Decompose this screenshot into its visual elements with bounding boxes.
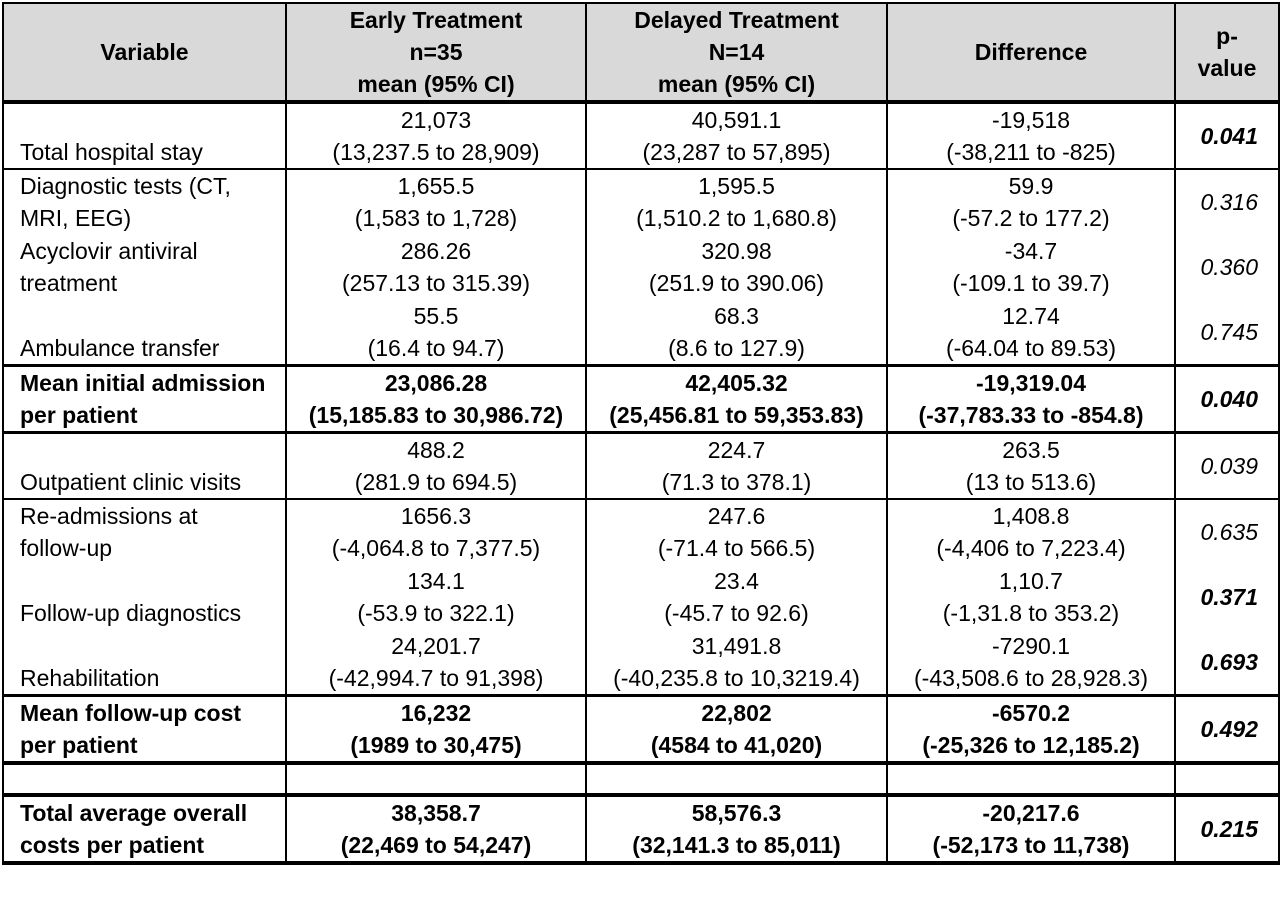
variable-cell: Ambulance transfer — [3, 300, 286, 366]
difference-cell: -20,217.6 (-52,173 to 11,738) — [887, 795, 1175, 863]
subtotal-row-initial-admission: Mean initial admission per patient 23,086.… — [3, 366, 1279, 433]
variable-cell: Diagnostic tests (CT, MRI, EEG) — [3, 169, 286, 235]
difference-cell: -19,518 (-38,211 to -825) — [887, 102, 1175, 169]
difference-cell: 1,10.7 (-1,31.8 to 353.2) — [887, 565, 1175, 630]
early-treatment-cell: 21,073 (13,237.5 to 28,909) — [286, 102, 586, 169]
data-row: Rehabilitation 24,201.7 (-42,994.7 to 91,3… — [3, 630, 1279, 696]
p-value-cell: 0.316 — [1175, 169, 1279, 235]
p-value-cell: 0.371 — [1175, 565, 1279, 630]
header-early-treatment: Early Treatment n=35 mean (95% CI) — [286, 3, 586, 102]
delayed-treatment-cell: 1,595.5 (1,510.2 to 1,680.8) — [586, 169, 887, 235]
variable-cell: Outpatient clinic visits — [3, 433, 286, 500]
early-treatment-cell: 134.1 (-53.9 to 322.1) — [286, 565, 586, 630]
p-value-cell: 0.041 — [1175, 102, 1279, 169]
difference-cell: -7290.1 (-43,508.6 to 28,928.3) — [887, 630, 1175, 696]
difference-cell: -19,319.04 (-37,783.33 to -854.8) — [887, 366, 1175, 433]
empty-cell — [286, 763, 586, 795]
early-treatment-cell: 286.26 (257.13 to 315.39) — [286, 235, 586, 300]
data-row: Acyclovir antiviral treatment 286.26 (257.1… — [3, 235, 1279, 300]
header-difference: Difference — [887, 3, 1175, 102]
data-row: Total hospital stay 21,073 (13,237.5 to 28… — [3, 102, 1279, 169]
data-row: Follow-up diagnostics 134.1 (-53.9 to 322.… — [3, 565, 1279, 630]
header-p-value: p- value — [1175, 3, 1279, 102]
early-treatment-cell: 488.2 (281.9 to 694.5) — [286, 433, 586, 500]
difference-cell: -6570.2 (-25,326 to 12,185.2) — [887, 696, 1175, 764]
difference-cell: -34.7 (-109.1 to 39.7) — [887, 235, 1175, 300]
variable-cell: Mean follow-up cost per patient — [3, 696, 286, 764]
variable-cell: Follow-up diagnostics — [3, 565, 286, 630]
early-treatment-cell: 23,086.28 (15,185.83 to 30,986.72) — [286, 366, 586, 433]
empty-cell — [586, 763, 887, 795]
delayed-treatment-cell: 23.4 (-45.7 to 92.6) — [586, 565, 887, 630]
p-value-cell: 0.040 — [1175, 366, 1279, 433]
empty-cell — [1175, 763, 1279, 795]
p-value-cell: 0.039 — [1175, 433, 1279, 500]
variable-cell: Total hospital stay — [3, 102, 286, 169]
delayed-treatment-cell: 68.3 (8.6 to 127.9) — [586, 300, 887, 366]
header-variable: Variable — [3, 3, 286, 102]
cost-comparison-table: Variable Early Treatment n=35 mean (95% … — [2, 2, 1280, 865]
early-treatment-cell: 55.5 (16.4 to 94.7) — [286, 300, 586, 366]
variable-cell: Total average overall costs per patient — [3, 795, 286, 863]
difference-cell: 12.74 (-64.04 to 89.53) — [887, 300, 1175, 366]
delayed-treatment-cell: 320.98 (251.9 to 390.06) — [586, 235, 887, 300]
data-row: Outpatient clinic visits 488.2 (281.9 to 6… — [3, 433, 1279, 500]
p-value-cell: 0.492 — [1175, 696, 1279, 764]
p-value-cell: 0.360 — [1175, 235, 1279, 300]
delayed-treatment-cell: 247.6 (-71.4 to 566.5) — [586, 499, 887, 565]
data-row: Diagnostic tests (CT, MRI, EEG) 1,655.5 (1,… — [3, 169, 1279, 235]
difference-cell: 59.9 (-57.2 to 177.2) — [887, 169, 1175, 235]
difference-cell: 1,408.8 (-4,406 to 7,223.4) — [887, 499, 1175, 565]
p-value-cell: 0.693 — [1175, 630, 1279, 696]
delayed-treatment-cell: 40,591.1 (23,287 to 57,895) — [586, 102, 887, 169]
total-row: Total average overall costs per patient 38… — [3, 795, 1279, 863]
variable-cell: Mean initial admission per patient — [3, 366, 286, 433]
variable-cell: Re-admissions at follow-up — [3, 499, 286, 565]
p-value-cell: 0.635 — [1175, 499, 1279, 565]
delayed-treatment-cell: 31,491.8 (-40,235.8 to 10,3219.4) — [586, 630, 887, 696]
header-delayed-treatment: Delayed Treatment N=14 mean (95% CI) — [586, 3, 887, 102]
difference-cell: 263.5 (13 to 513.6) — [887, 433, 1175, 500]
header-row: Variable Early Treatment n=35 mean (95% … — [3, 3, 1279, 102]
delayed-treatment-cell: 42,405.32 (25,456.81 to 59,353.83) — [586, 366, 887, 433]
early-treatment-cell: 24,201.7 (-42,994.7 to 91,398) — [286, 630, 586, 696]
p-value-cell: 0.745 — [1175, 300, 1279, 366]
p-value-cell: 0.215 — [1175, 795, 1279, 863]
delayed-treatment-cell: 58,576.3 (32,141.3 to 85,011) — [586, 795, 887, 863]
early-treatment-cell: 1,655.5 (1,583 to 1,728) — [286, 169, 586, 235]
variable-cell: Rehabilitation — [3, 630, 286, 696]
data-row: Ambulance transfer 55.5 (16.4 to 94.7) 68.3… — [3, 300, 1279, 366]
empty-cell — [3, 763, 286, 795]
subtotal-row-follow-up: Mean follow-up cost per patient 16,232 (198… — [3, 696, 1279, 764]
empty-cell — [887, 763, 1175, 795]
early-treatment-cell: 16,232 (1989 to 30,475) — [286, 696, 586, 764]
data-row: Re-admissions at follow-up 1656.3 (-4,064.8… — [3, 499, 1279, 565]
spacer-row — [3, 763, 1279, 795]
variable-cell: Acyclovir antiviral treatment — [3, 235, 286, 300]
delayed-treatment-cell: 224.7 (71.3 to 378.1) — [586, 433, 887, 500]
delayed-treatment-cell: 22,802 (4584 to 41,020) — [586, 696, 887, 764]
early-treatment-cell: 38,358.7 (22,469 to 54,247) — [286, 795, 586, 863]
early-treatment-cell: 1656.3 (-4,064.8 to 7,377.5) — [286, 499, 586, 565]
